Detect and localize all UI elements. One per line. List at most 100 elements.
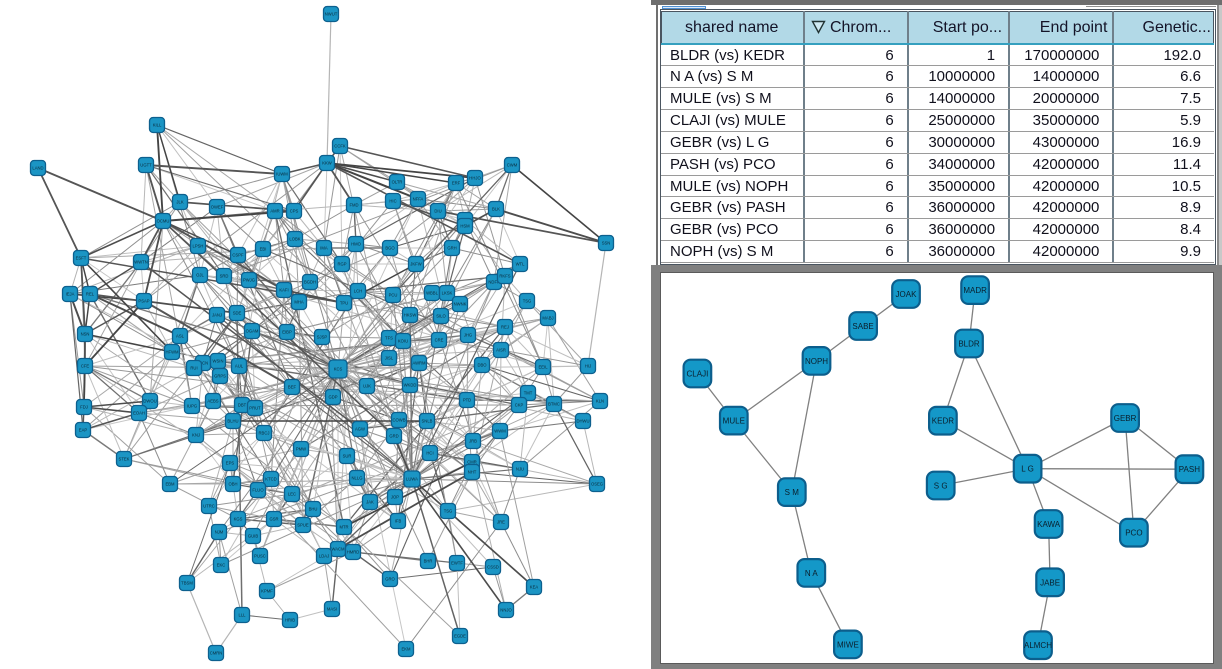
svg-text:CMR: CMR — [467, 460, 477, 465]
svg-text:ESFT: ESFT — [76, 256, 87, 261]
svg-text:BHR: BHR — [424, 559, 433, 564]
svg-text:BLDR: BLDR — [958, 340, 980, 349]
svg-text:REL: REL — [86, 292, 95, 297]
svg-text:LAND: LAND — [32, 166, 43, 171]
svg-text:FLUO: FLUO — [252, 488, 264, 493]
svg-text:NNJO: NNJO — [500, 608, 512, 613]
svg-text:LEC: LEC — [288, 492, 296, 497]
svg-text:BGO: BGO — [385, 246, 395, 251]
svg-text:JRE: JRE — [497, 520, 505, 525]
svg-text:NSN: NSN — [81, 332, 90, 337]
svg-text:KKW: KKW — [322, 161, 332, 166]
svg-text:WTL: WTL — [516, 262, 526, 267]
svg-text:MABJ: MABJ — [542, 316, 553, 321]
svg-text:OBH: OBH — [228, 482, 237, 487]
svg-text:UGTT: UGTT — [140, 163, 152, 168]
svg-text:LKSK: LKSK — [442, 291, 453, 296]
svg-text:FDJ: FDJ — [80, 405, 88, 410]
svg-text:BLHU: BLHU — [227, 419, 238, 424]
svg-text:NLLG: NLLG — [352, 476, 363, 481]
svg-text:EGDE: EGDE — [454, 634, 466, 639]
svg-text:DWOU: DWOU — [143, 399, 156, 404]
svg-text:CKP: CKP — [515, 403, 524, 408]
svg-text:NWUT: NWUT — [325, 12, 338, 17]
svg-text:KOIU: KOIU — [398, 339, 408, 344]
svg-text:HFWM: HFWM — [165, 350, 179, 355]
svg-text:GRO: GRO — [385, 577, 395, 582]
svg-text:HICN: HICN — [198, 361, 208, 366]
svg-text:PSAP: PSAP — [138, 299, 149, 304]
svg-text:N A: N A — [805, 569, 819, 578]
svg-text:GDP: GDP — [328, 395, 337, 400]
svg-text:AMR: AMR — [270, 209, 279, 214]
svg-text:BGDH: BGDH — [304, 280, 316, 285]
svg-text:KEDR: KEDR — [932, 417, 954, 426]
svg-text:WWTN: WWTN — [134, 260, 148, 265]
svg-text:MADR: MADR — [963, 286, 987, 295]
svg-text:PMW: PMW — [296, 447, 306, 452]
svg-text:PUSC: PUSC — [254, 554, 266, 559]
svg-text:EKC: EKC — [217, 563, 226, 568]
svg-text:SSN: SSN — [602, 241, 611, 246]
svg-text:REJ: REJ — [501, 325, 509, 330]
svg-text:ASL: ASL — [176, 334, 185, 339]
svg-text:COWB: COWB — [392, 418, 405, 423]
svg-text:PCO: PCO — [1125, 529, 1142, 538]
svg-text:EBM: EBM — [165, 482, 175, 487]
svg-text:HIC: HIC — [389, 199, 396, 204]
svg-text:JKFW: JKFW — [410, 262, 421, 267]
svg-text:KGS: KGS — [234, 517, 243, 522]
svg-text:OLTR: OLTR — [392, 180, 403, 185]
svg-text:AWRM: AWRM — [412, 361, 426, 366]
svg-text:KLN: KLN — [596, 399, 604, 404]
svg-text:SDE: SDE — [233, 311, 242, 316]
svg-text:S M: S M — [785, 488, 800, 497]
svg-text:DBO: DBO — [477, 363, 487, 368]
svg-text:OJL: OJL — [196, 273, 204, 278]
svg-text:GEBR: GEBR — [1114, 414, 1137, 423]
svg-text:KEA: KEA — [530, 585, 539, 590]
svg-text:KAWA: KAWA — [1037, 520, 1061, 529]
svg-text:ERF: ERF — [452, 181, 461, 186]
svg-text:SILO: SILO — [436, 314, 446, 319]
svg-text:HRIB: HRIB — [285, 618, 295, 623]
svg-text:BEF: BEF — [288, 385, 297, 390]
svg-text:NDFF: NDFF — [488, 280, 500, 285]
svg-text:BLK: BLK — [492, 207, 500, 212]
svg-text:CFE: CFE — [81, 364, 90, 369]
svg-text:NOPH: NOPH — [805, 357, 828, 366]
svg-text:MHA: MHA — [294, 300, 304, 305]
svg-text:OWEF: OWEF — [211, 205, 224, 210]
svg-text:JHG: JHG — [464, 333, 472, 338]
svg-text:GRH: GRH — [447, 246, 456, 251]
svg-text:OGAM: OGAM — [246, 329, 259, 334]
svg-text:JANJ: JANJ — [212, 313, 222, 318]
svg-text:DIU: DIU — [434, 209, 441, 214]
svg-text:PRUT: PRUT — [249, 406, 261, 411]
svg-text:STEK: STEK — [119, 457, 130, 462]
svg-text:MTR: MTR — [339, 525, 348, 530]
svg-text:LPSH: LPSH — [193, 244, 204, 249]
svg-text:KTCD: KTCD — [265, 477, 276, 482]
svg-text:TSG: TSG — [523, 299, 532, 304]
svg-text:UTRC: UTRC — [203, 504, 215, 509]
svg-text:SRD: SRD — [220, 274, 229, 279]
svg-text:PCU: PCU — [389, 293, 398, 298]
svg-text:EPS: EPS — [226, 461, 235, 466]
svg-text:BTMC: BTMC — [548, 402, 560, 407]
svg-text:TMT: TMT — [524, 391, 533, 396]
svg-text:ALMCH: ALMCH — [1024, 641, 1052, 650]
svg-text:AISR: AISR — [496, 348, 506, 353]
svg-text:AEBS: AEBS — [207, 399, 218, 404]
svg-text:GRD: GRD — [389, 434, 398, 439]
svg-text:HCI: HCI — [426, 451, 433, 456]
svg-text:MIWE: MIWE — [837, 640, 859, 649]
svg-text:CMRN: CMRN — [210, 651, 223, 656]
svg-text:NWNK: NWNK — [454, 302, 467, 307]
svg-text:HIJ: HIJ — [585, 364, 591, 369]
svg-text:LOBK: LOBK — [289, 237, 300, 242]
svg-text:MULE: MULE — [723, 417, 745, 426]
svg-text:TFS: TFS — [385, 336, 393, 341]
svg-text:CLAJI: CLAJI — [687, 370, 709, 379]
svg-text:CSPF: CSPF — [232, 253, 244, 258]
